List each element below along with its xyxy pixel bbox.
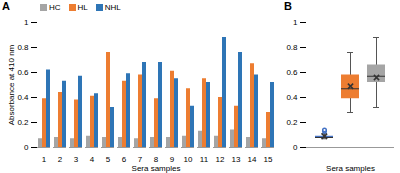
svg-text:5: 5 (106, 155, 111, 164)
svg-text:0: 0 (24, 143, 29, 152)
svg-text:6: 6 (122, 155, 127, 164)
svg-text:7: 7 (137, 155, 143, 165)
svg-text:Absorbance at 410 nm: Absorbance at 410 nm (7, 44, 16, 125)
html-text:NHL: NHL (104, 2, 121, 12)
html-text:HC: HC (49, 2, 61, 12)
svg-text:0.6: 0.6 (286, 68, 298, 77)
svg-text:0.2: 0.2 (286, 118, 298, 127)
svg-text:10: 10 (184, 155, 193, 164)
svg-text:Sera samples: Sera samples (326, 164, 375, 173)
svg-text:14: 14 (248, 155, 257, 164)
svg-text:0: 0 (293, 143, 298, 152)
html-text:B: B (284, 0, 292, 12)
svg-text:12: 12 (216, 155, 225, 164)
svg-text:11: 11 (200, 155, 209, 164)
svg-text:15: 15 (264, 155, 273, 164)
svg-text:3: 3 (74, 155, 79, 164)
svg-text:0.6: 0.6 (17, 68, 29, 77)
svg-text:1: 1 (42, 155, 47, 164)
svg-text:8: 8 (153, 155, 159, 165)
svg-text:1: 1 (24, 18, 29, 27)
svg-text:4: 4 (90, 155, 95, 164)
svg-text:13: 13 (232, 155, 241, 164)
svg-text:9: 9 (169, 155, 175, 165)
html-text:HL: HL (77, 2, 88, 12)
svg-text:2: 2 (58, 155, 63, 164)
svg-text:0.4: 0.4 (17, 93, 29, 102)
svg-text:1: 1 (293, 18, 298, 27)
svg-text:Sera samples: Sera samples (132, 164, 181, 173)
svg-text:0.2: 0.2 (17, 118, 29, 127)
html-text:A: A (2, 0, 10, 12)
svg-text:0.8: 0.8 (17, 43, 29, 52)
svg-text:0.8: 0.8 (286, 43, 298, 52)
svg-text:0.4: 0.4 (286, 93, 298, 102)
